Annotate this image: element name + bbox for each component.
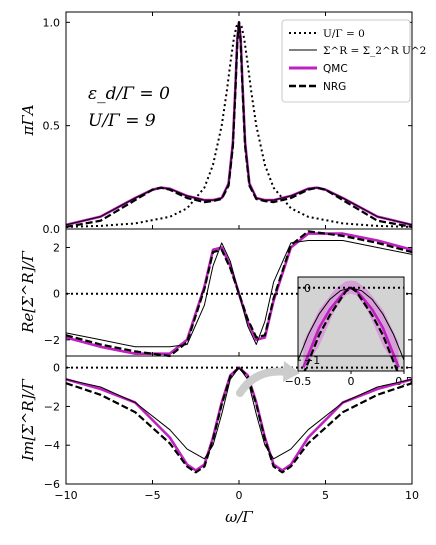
legend-label-nrg: NRG: [323, 81, 346, 93]
bot-series-r-2-r-u-2: [65, 367, 413, 460]
top-ytick-label: 1.0: [43, 16, 61, 29]
legend: U/Γ = 0 Σ^R = Σ_2^R U^2 QMC NRG: [281, 19, 426, 103]
panel-imag-self-energy: −6−4−20 −10 −5 0 5 10 Im[Σ^R]/Γ ω/Γ: [19, 355, 419, 526]
bot-series-nrg: [65, 366, 413, 474]
top-ytick-label: 0.0: [43, 223, 61, 236]
panel-real-self-energy: −202 Re[Σ^R]/Γ −0.5 0 0.5−10: [19, 228, 413, 388]
mid-ytick-label: 2: [53, 241, 60, 254]
zoom-arrow: [236, 367, 292, 397]
inset-xtick-label: −0.5: [285, 375, 312, 388]
bot-ytick-label: −2: [44, 400, 60, 413]
legend-label-u0: U/Γ = 0: [323, 28, 365, 40]
bot-ytick-label: 0: [53, 362, 60, 375]
bot-x-ticks: −10 −5 0 5 10: [54, 480, 419, 502]
mid-series-r-2-r-u-2: [65, 240, 413, 348]
top-y-axis-label: πΓA: [19, 104, 37, 136]
bot-series-qmc: [65, 366, 413, 472]
mid-ytick-label: 0: [53, 288, 60, 301]
legend-box: [281, 19, 411, 103]
top-series-nrg: [65, 21, 413, 228]
bot-y-ticks: −6 −4 −2 0: [44, 362, 412, 491]
zoom-arrow-head: [283, 361, 300, 382]
mid-ytick-label: −2: [44, 334, 60, 347]
inset-xtick-label: 0: [348, 375, 355, 388]
inset-ytick-label: −1: [304, 354, 320, 367]
bot-y-axis-label: Im[Σ^R]/Γ: [19, 379, 37, 462]
bot-xtick-label: −5: [144, 489, 160, 502]
bot-xtick-label: 0: [236, 489, 243, 502]
bot-xtick-label: 5: [322, 489, 329, 502]
bot-ytick-label: −6: [44, 478, 60, 491]
annotation-epsilon: ε_d/Γ = 0: [88, 84, 170, 104]
mid-y-ticks: −2 0 2: [44, 241, 413, 356]
panel-spectral-function: 0.0 0.5 1.0 πΓA ε_d/Γ = 0 U/Γ = 9 U/Γ = 0 …: [19, 11, 426, 236]
x-axis-label: ω/Γ: [225, 508, 253, 526]
legend-label-sigma2: Σ^R = Σ_2^R U^2: [323, 45, 426, 57]
inset-curves: [298, 280, 404, 371]
inset-ytick-label: 0: [304, 282, 311, 295]
bot-axes-frame: [65, 355, 413, 485]
bot-ytick-label: −4: [44, 439, 60, 452]
inset-zoom: −0.5 0 0.5−10: [285, 276, 413, 388]
annotation-u: U/Γ = 9: [88, 111, 156, 131]
legend-label-qmc: QMC: [323, 63, 348, 75]
bot-curves: [65, 366, 413, 474]
bot-xtick-label: −10: [54, 489, 77, 502]
top-ytick-label: 0.5: [43, 120, 61, 133]
top-curves: [65, 21, 413, 228]
inset-series-nrg: [303, 286, 399, 371]
bot-xtick-label: 10: [405, 489, 419, 502]
mid-y-axis-label: Re[Σ^R]/Γ: [19, 251, 37, 334]
